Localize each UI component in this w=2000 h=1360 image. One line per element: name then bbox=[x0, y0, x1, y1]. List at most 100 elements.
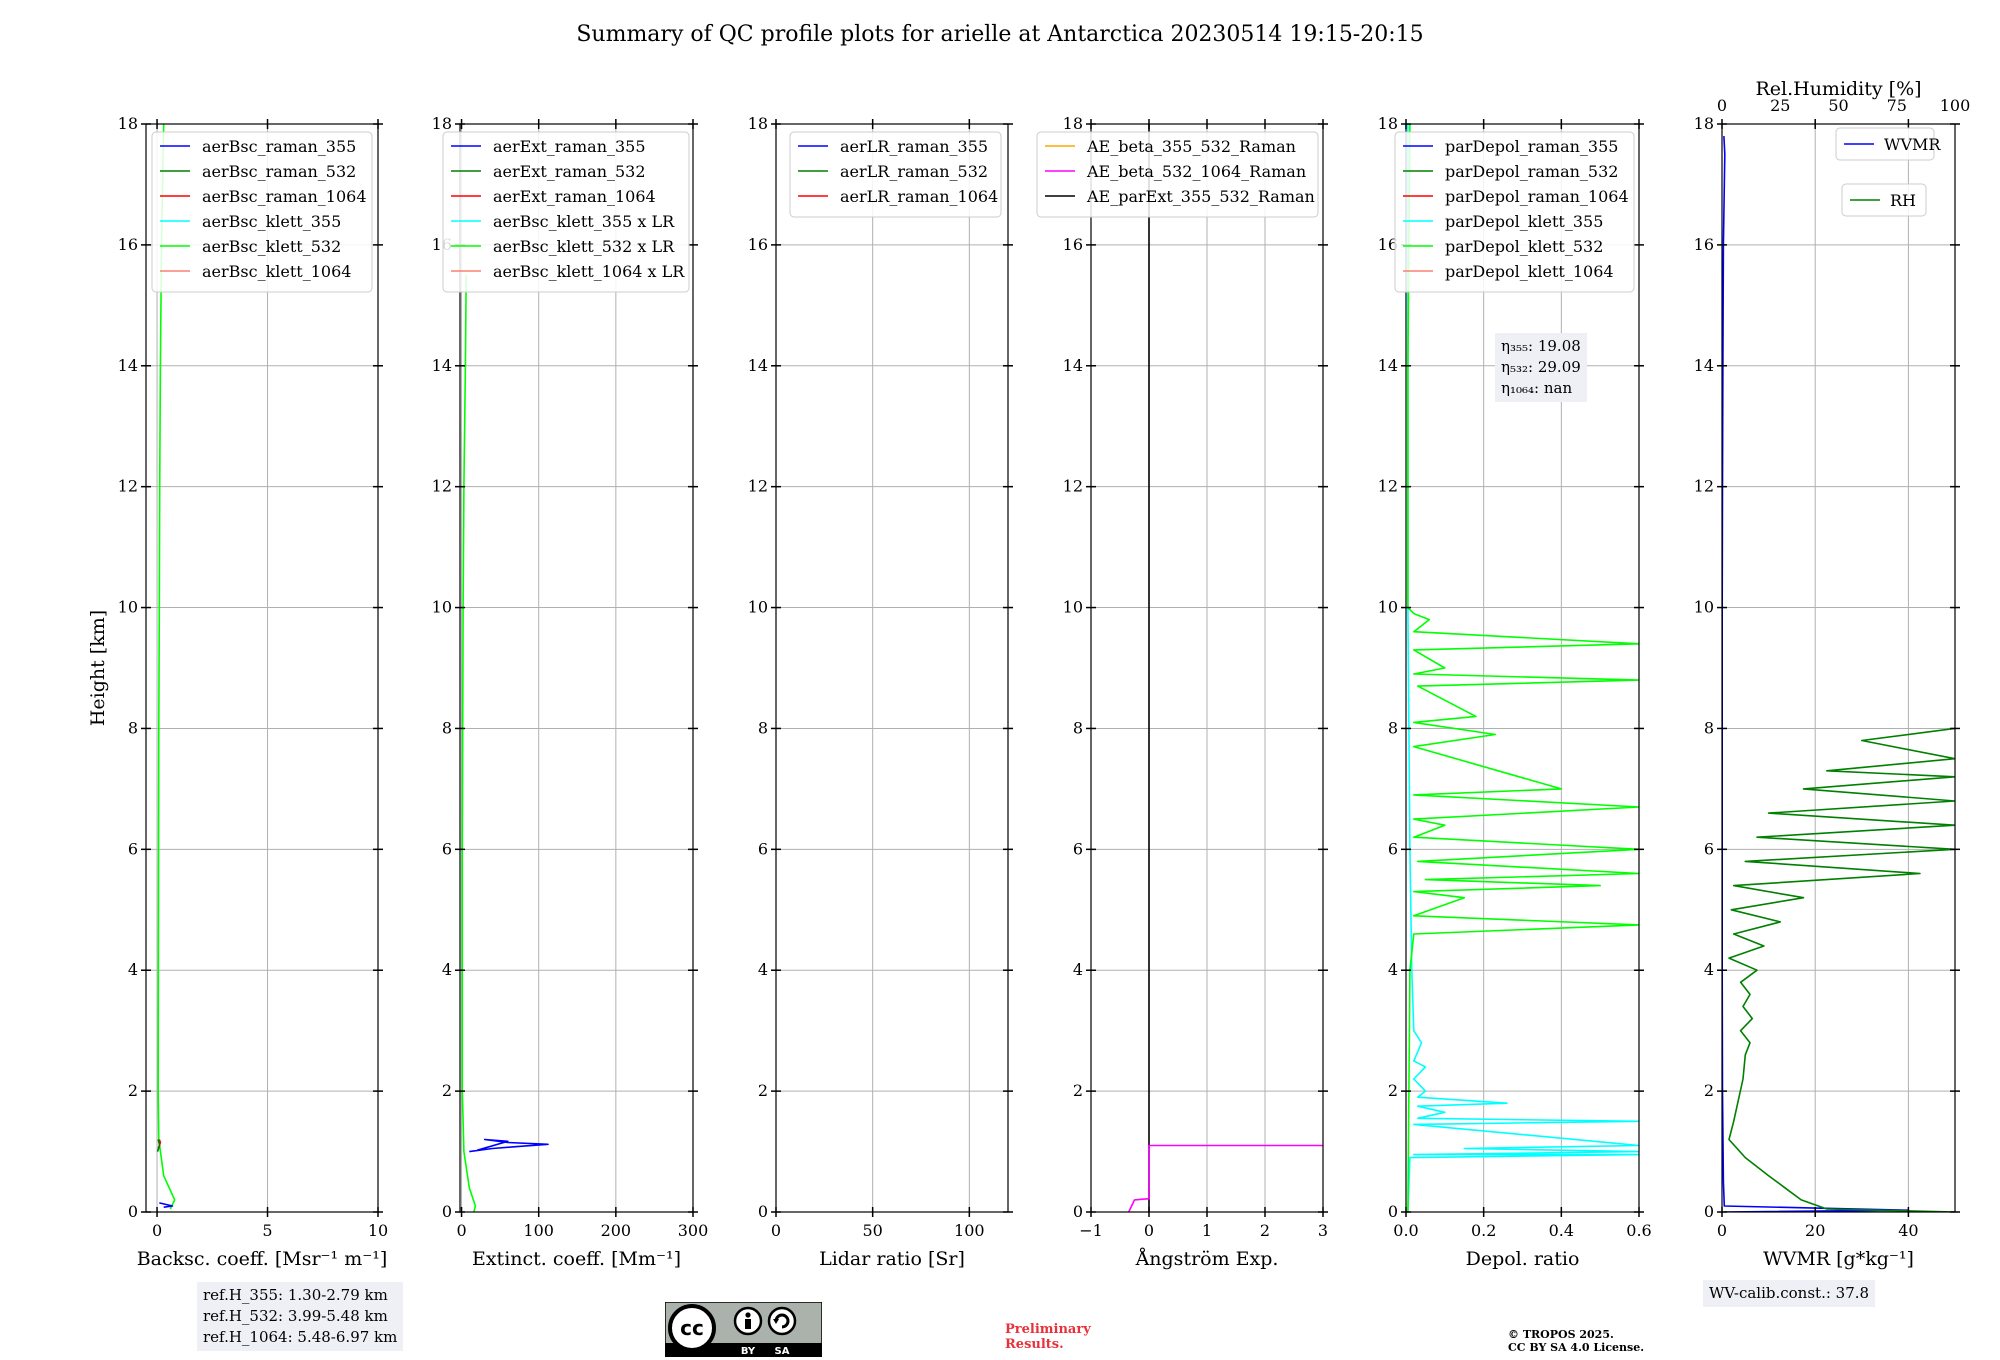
ref-h-1064: ref.H_1064: 5.48-6.97 km bbox=[203, 1328, 398, 1346]
legend-entry: aerBsc_klett_355 bbox=[202, 212, 341, 231]
series-parDepol_klett_355 bbox=[1407, 124, 1639, 1212]
x-axis-label: Backsc. coeff. [Msr⁻¹ m⁻¹] bbox=[137, 1248, 388, 1270]
y-tick-label: 4 bbox=[1073, 960, 1083, 979]
y-tick-label: 4 bbox=[758, 960, 768, 979]
ref-h-532: ref.H_532: 3.99-5.48 km bbox=[203, 1307, 388, 1325]
reference-height-box: ref.H_355: 1.30-2.79 km ref.H_532: 3.99-… bbox=[197, 1282, 404, 1351]
y-tick-label: 0 bbox=[1073, 1202, 1083, 1221]
y-tick-label: 14 bbox=[1378, 356, 1398, 375]
x-axis-label: Extinct. coeff. [Mm⁻¹] bbox=[472, 1248, 681, 1270]
top-x-tick-label: 25 bbox=[1770, 96, 1790, 115]
x-tick-label: −1 bbox=[1079, 1221, 1103, 1240]
preliminary-line-1: Preliminary bbox=[1005, 1322, 1091, 1337]
y-tick-label: 12 bbox=[432, 477, 452, 496]
y-tick-label: 12 bbox=[1063, 477, 1083, 496]
cc-logo-icon bbox=[668, 1304, 716, 1352]
legend-entry: aerExt_raman_1064 bbox=[493, 187, 656, 206]
y-tick-label: 16 bbox=[748, 235, 768, 254]
y-tick-label: 8 bbox=[442, 718, 452, 737]
y-tick-label: 6 bbox=[442, 839, 452, 858]
legend-box bbox=[1841, 183, 1927, 217]
legend-entry: aerBsc_klett_532 x LR bbox=[493, 237, 675, 256]
x-tick-label: 0.0 bbox=[1393, 1221, 1418, 1240]
top-x-tick-label: 75 bbox=[1887, 96, 1907, 115]
y-tick-label: 10 bbox=[1378, 598, 1398, 617]
panel-1: 0 2 4 6 8 10 12 14 16 18 0 5 10 Backsc. coeff. [Msr⁻¹… bbox=[87, 114, 388, 1270]
y-tick-label: 14 bbox=[1694, 356, 1714, 375]
legend-box bbox=[789, 131, 1002, 218]
y-tick-label: 4 bbox=[128, 960, 138, 979]
series-aerBsc_klett_532 x LR bbox=[461, 275, 477, 1212]
y-tick-label: 6 bbox=[128, 839, 138, 858]
legend-entry: WVMR bbox=[1884, 135, 1941, 154]
legend-entry: aerBsc_raman_532 bbox=[202, 162, 356, 181]
y-tick-label: 0 bbox=[1704, 1202, 1714, 1221]
x-axis-label: Lidar ratio [Sr] bbox=[819, 1248, 965, 1270]
x-axis-label: Ångström Exp. bbox=[1135, 1248, 1279, 1270]
legend-entry: aerBsc_klett_355 x LR bbox=[493, 212, 675, 231]
legend-entry: parDepol_klett_355 bbox=[1445, 212, 1603, 231]
axes-frame bbox=[1721, 123, 1956, 1213]
x-tick-label: 20 bbox=[1805, 1221, 1825, 1240]
y-tick-label: 12 bbox=[118, 477, 138, 496]
axes-frame bbox=[145, 123, 379, 1213]
x-tick-label: 2 bbox=[1260, 1221, 1270, 1240]
x-axis-label: Depol. ratio bbox=[1466, 1248, 1580, 1270]
x-tick-label: 100 bbox=[954, 1221, 985, 1240]
share-alike-icon bbox=[767, 1306, 797, 1336]
y-tick-label: 0 bbox=[442, 1202, 452, 1221]
legend-entry: AE_parExt_355_532_Raman bbox=[1086, 187, 1315, 206]
y-tick-label: 12 bbox=[1694, 477, 1714, 496]
legend-entry: aerBsc_raman_355 bbox=[202, 137, 356, 156]
y-tick-label: 18 bbox=[432, 114, 452, 133]
y-tick-label: 2 bbox=[1704, 1081, 1714, 1100]
legend-entry: aerLR_raman_1064 bbox=[840, 187, 998, 206]
legend-entry: parDepol_raman_1064 bbox=[1445, 187, 1629, 206]
axes-frame bbox=[775, 123, 1009, 1213]
y-tick-label: 2 bbox=[1388, 1081, 1398, 1100]
figure-title: Summary of QC profile plots for arielle … bbox=[576, 22, 1424, 47]
y-tick-label: 18 bbox=[118, 114, 138, 133]
top-x-axis-label: Rel.Humidity [%] bbox=[1755, 78, 1921, 100]
legend-entry: aerExt_raman_532 bbox=[493, 162, 646, 181]
panel-5: 0 2 4 6 8 10 12 14 16 18 0.0 0.2 0.4 0.6 Depol. ratio p… bbox=[1378, 114, 1652, 1270]
legend-box bbox=[1835, 127, 1935, 161]
y-tick-label: 0 bbox=[128, 1202, 138, 1221]
y-tick-label: 16 bbox=[1694, 235, 1714, 254]
legend-entry: AE_beta_355_532_Raman bbox=[1086, 137, 1296, 156]
y-tick-label: 10 bbox=[118, 598, 138, 617]
cc-by-sa-badge: cc BY SA bbox=[665, 1302, 822, 1357]
y-tick-label: 6 bbox=[1073, 839, 1083, 858]
y-tick-label: 18 bbox=[1694, 114, 1714, 133]
preliminary-note: Preliminary Results. bbox=[1005, 1322, 1091, 1352]
legend-entry: aerBsc_raman_1064 bbox=[202, 187, 367, 206]
cc-text: cc bbox=[680, 1316, 704, 1340]
eta-532: η₅₃₂: 29.09 bbox=[1501, 358, 1581, 376]
y-tick-label: 18 bbox=[1063, 114, 1083, 133]
legend-entry: parDepol_raman_355 bbox=[1445, 137, 1618, 156]
legend-entry: aerBsc_klett_532 bbox=[202, 237, 341, 256]
legend-box bbox=[442, 131, 690, 293]
x-tick-label: 0.4 bbox=[1549, 1221, 1574, 1240]
x-tick-label: 100 bbox=[523, 1221, 554, 1240]
copyright-line-2: CC BY SA 4.0 License. bbox=[1508, 1341, 1645, 1354]
y-tick-label: 4 bbox=[1388, 960, 1398, 979]
legend-entry: aerBsc_klett_1064 x LR bbox=[493, 262, 685, 281]
y-tick-label: 2 bbox=[128, 1081, 138, 1100]
by-text: BY bbox=[741, 1346, 756, 1357]
series-aerExt_raman_355 bbox=[469, 1138, 549, 1153]
legend-entry: aerLR_raman_532 bbox=[840, 162, 988, 181]
y-tick-label: 14 bbox=[118, 356, 138, 375]
y-tick-label: 16 bbox=[1378, 235, 1398, 254]
y-tick-label: 14 bbox=[748, 356, 768, 375]
series-aerBsc_raman_532 bbox=[156, 1139, 161, 1152]
x-tick-label: 0.6 bbox=[1626, 1221, 1651, 1240]
legend-entry: parDepol_raman_532 bbox=[1445, 162, 1618, 181]
x-tick-label: 0 bbox=[1717, 1221, 1727, 1240]
y-tick-label: 8 bbox=[128, 718, 138, 737]
y-tick-label: 0 bbox=[758, 1202, 768, 1221]
y-tick-label: 10 bbox=[748, 598, 768, 617]
x-tick-label: 300 bbox=[678, 1221, 709, 1240]
axes-frame bbox=[1405, 123, 1640, 1213]
x-tick-label: 0 bbox=[1144, 1221, 1154, 1240]
